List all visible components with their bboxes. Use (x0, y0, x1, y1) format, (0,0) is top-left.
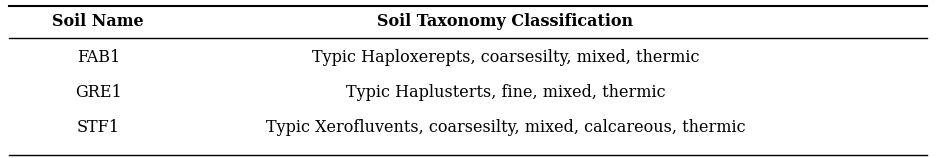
Text: GRE1: GRE1 (75, 84, 122, 101)
Text: STF1: STF1 (77, 119, 120, 136)
Text: FAB1: FAB1 (77, 49, 120, 66)
Text: Typic Haplusterts, fine, mixed, thermic: Typic Haplusterts, fine, mixed, thermic (345, 84, 665, 101)
Text: Typic Haploxerepts, coarsesilty, mixed, thermic: Typic Haploxerepts, coarsesilty, mixed, … (312, 49, 699, 66)
Text: Soil Name: Soil Name (52, 13, 144, 30)
Text: Typic Xerofluvents, coarsesilty, mixed, calcareous, thermic: Typic Xerofluvents, coarsesilty, mixed, … (266, 119, 745, 136)
Text: Soil Taxonomy Classification: Soil Taxonomy Classification (377, 13, 634, 30)
